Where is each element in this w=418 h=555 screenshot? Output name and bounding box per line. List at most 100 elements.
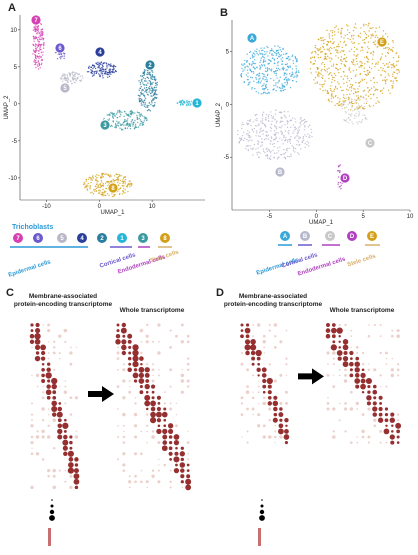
cell-dot bbox=[299, 118, 301, 120]
expression-dot bbox=[132, 372, 139, 379]
expression-dot bbox=[396, 435, 400, 439]
cell-dot bbox=[357, 34, 360, 37]
cell-dot bbox=[35, 50, 37, 53]
cell-dot bbox=[92, 175, 94, 177]
cell-dot bbox=[287, 111, 289, 113]
expression-dot bbox=[389, 434, 395, 440]
cluster-badge bbox=[54, 42, 66, 54]
cell-dot bbox=[121, 185, 123, 187]
cell-dot bbox=[265, 83, 267, 86]
cell-dot bbox=[357, 103, 360, 105]
cell-dot bbox=[303, 123, 305, 125]
cell-dot bbox=[337, 176, 340, 178]
cell-dot bbox=[276, 77, 278, 79]
expression-dot bbox=[175, 334, 178, 338]
cell-dot bbox=[288, 139, 290, 141]
cell-dot bbox=[75, 72, 78, 74]
cell-dot bbox=[90, 177, 92, 179]
cell-dot bbox=[92, 64, 94, 67]
expression-dot bbox=[169, 368, 173, 372]
cell-dot bbox=[264, 151, 266, 154]
expression-dot bbox=[127, 356, 132, 361]
cell-dot bbox=[151, 69, 153, 72]
expression-dot bbox=[52, 468, 56, 473]
cell-dot bbox=[257, 82, 260, 84]
cell-dot bbox=[248, 136, 250, 138]
expression-dot bbox=[157, 323, 161, 327]
cell-dot bbox=[309, 134, 311, 137]
cell-dot bbox=[277, 51, 280, 54]
cell-dot bbox=[371, 58, 374, 60]
cell-dot bbox=[97, 180, 99, 183]
expression-dot bbox=[161, 411, 168, 418]
cell-dot bbox=[248, 62, 251, 65]
cell-dot bbox=[37, 61, 39, 63]
cell-dot bbox=[97, 192, 100, 194]
cell-dot bbox=[90, 192, 92, 194]
cell-dot bbox=[78, 73, 80, 76]
expression-dot bbox=[34, 328, 41, 334]
cell-dot bbox=[282, 89, 284, 91]
cell-dot bbox=[256, 153, 259, 156]
expression-dot bbox=[151, 474, 155, 478]
cell-dot bbox=[361, 46, 364, 49]
cell-dot bbox=[188, 101, 190, 103]
expression-dot bbox=[29, 333, 35, 339]
cell-dot bbox=[105, 187, 107, 190]
cell-dot bbox=[251, 86, 253, 89]
cell-dot bbox=[387, 73, 389, 75]
cell-dot bbox=[248, 82, 250, 84]
cell-dot bbox=[316, 67, 319, 70]
cell-dot bbox=[349, 71, 352, 73]
expression-dot bbox=[117, 368, 119, 371]
expression-dot bbox=[344, 373, 347, 377]
expression-dot bbox=[331, 334, 336, 339]
cell-dot bbox=[326, 55, 329, 58]
expression-dot bbox=[64, 385, 67, 388]
cell-dot bbox=[103, 117, 105, 119]
expression-dot bbox=[342, 355, 349, 362]
cell-dot bbox=[150, 84, 152, 86]
cell-dot bbox=[315, 52, 317, 54]
expression-dot bbox=[63, 434, 68, 440]
cell-dot bbox=[146, 104, 148, 107]
cell-dot bbox=[288, 115, 291, 117]
cell-dot bbox=[94, 188, 96, 191]
cell-dot bbox=[344, 75, 346, 77]
cell-dot bbox=[286, 120, 288, 122]
expression-dot bbox=[42, 385, 44, 388]
cell-dot bbox=[95, 190, 97, 193]
cell-dot bbox=[270, 111, 272, 113]
cell-dot bbox=[241, 121, 244, 124]
cell-dot bbox=[104, 73, 107, 75]
cell-dot bbox=[186, 101, 188, 103]
expression-dot bbox=[51, 377, 58, 385]
expression-dot bbox=[122, 379, 126, 383]
cell-dot bbox=[104, 190, 107, 193]
expression-dot bbox=[180, 457, 185, 462]
cell-dot bbox=[147, 93, 149, 96]
cell-dot bbox=[377, 36, 379, 39]
cell-dot bbox=[282, 143, 284, 145]
cell-dot bbox=[149, 73, 151, 76]
expression-dot bbox=[116, 357, 120, 360]
expression-dot bbox=[350, 346, 353, 349]
cell-dot bbox=[373, 43, 376, 45]
expression-dot bbox=[132, 355, 139, 362]
expression-dot bbox=[158, 368, 160, 371]
cell-dot bbox=[263, 50, 266, 53]
cell-dot bbox=[190, 103, 192, 106]
expression-dot bbox=[251, 396, 255, 400]
cell-dot bbox=[119, 115, 121, 118]
cell-dot bbox=[146, 92, 148, 94]
cell-dot bbox=[378, 101, 380, 104]
expression-dot bbox=[47, 329, 51, 333]
cell-dot bbox=[366, 74, 368, 76]
cell-dot bbox=[381, 89, 383, 91]
cell-dot bbox=[39, 67, 41, 69]
cell-dot bbox=[350, 48, 353, 51]
expression-dot bbox=[51, 400, 57, 407]
expression-dot bbox=[169, 458, 172, 461]
cell-dot bbox=[277, 61, 280, 63]
cell-dot bbox=[262, 60, 265, 62]
